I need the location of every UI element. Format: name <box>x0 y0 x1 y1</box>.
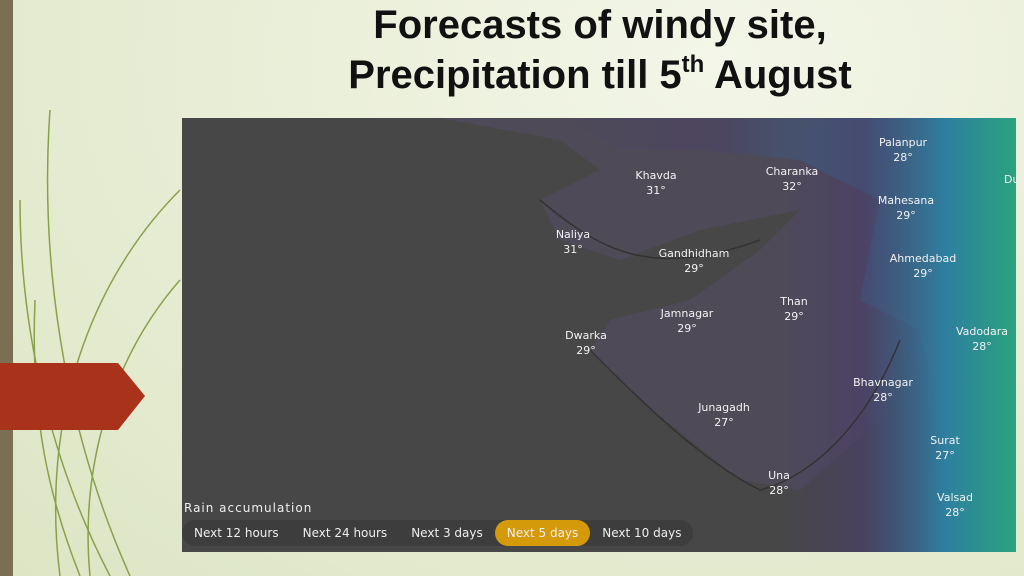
range-button[interactable]: Next 3 days <box>411 526 483 540</box>
place-name: Gandhidham <box>659 247 730 260</box>
arrow-shape <box>0 363 145 430</box>
place-temp: 31° <box>646 184 666 197</box>
map <box>182 118 1016 552</box>
place-name: Junagadh <box>697 401 750 414</box>
place-name: Ahmedabad <box>890 252 956 265</box>
edge-label: Du <box>1004 173 1019 186</box>
button-bar: Next 12 hours Next 24 hours Next 3 days Nex… <box>182 520 694 546</box>
place-temp: 28° <box>893 151 913 164</box>
place-name: Jamnagar <box>660 307 714 320</box>
place-name: Palanpur <box>879 136 928 149</box>
place-temp: 29° <box>784 310 804 323</box>
place-name: Vadodara <box>956 325 1008 338</box>
place-name: Bhavnagar <box>853 376 913 389</box>
place-name: Mahesana <box>878 194 934 207</box>
range-button[interactable]: Next 5 days <box>494 520 591 546</box>
place-temp: 28° <box>873 391 893 404</box>
title-sup: th <box>681 51 705 78</box>
place-temp: 29° <box>576 344 596 357</box>
place-temp: 29° <box>913 267 933 280</box>
place-temp: 29° <box>677 322 697 335</box>
place-name: Naliya <box>556 228 590 241</box>
place-temp: 31° <box>563 243 583 256</box>
place-temp: 28° <box>769 484 789 497</box>
place-temp: 28° <box>972 340 992 353</box>
place-temp: 27° <box>714 416 734 429</box>
place-name: Valsad <box>937 491 973 504</box>
place-name: Surat <box>930 434 960 447</box>
title-line: Forecasts of windy site, <box>373 3 827 47</box>
title-text: August <box>704 53 852 97</box>
place-temp: 28° <box>945 506 965 519</box>
side-strip <box>0 0 13 576</box>
place-temp: 27° <box>935 449 955 462</box>
range-button[interactable]: Next 12 hours <box>194 526 279 540</box>
title-line: Precipitation till 5th August <box>290 52 910 98</box>
place-temp: 29° <box>896 209 916 222</box>
place-temp: 29° <box>684 262 704 275</box>
place-name: Charanka <box>766 165 819 178</box>
place-name: Khavda <box>635 169 676 182</box>
title-text: Precipitation till 5 <box>348 53 682 97</box>
place-temp: 32° <box>782 180 802 193</box>
place-name: Una <box>768 469 790 482</box>
range-button[interactable]: Next 24 hours <box>302 526 388 540</box>
place-name: Than <box>779 295 807 308</box>
legend-title: Rain accumulation <box>184 501 312 515</box>
range-button[interactable]: Next 10 days <box>602 526 682 540</box>
place-name: Dwarka <box>565 329 607 342</box>
